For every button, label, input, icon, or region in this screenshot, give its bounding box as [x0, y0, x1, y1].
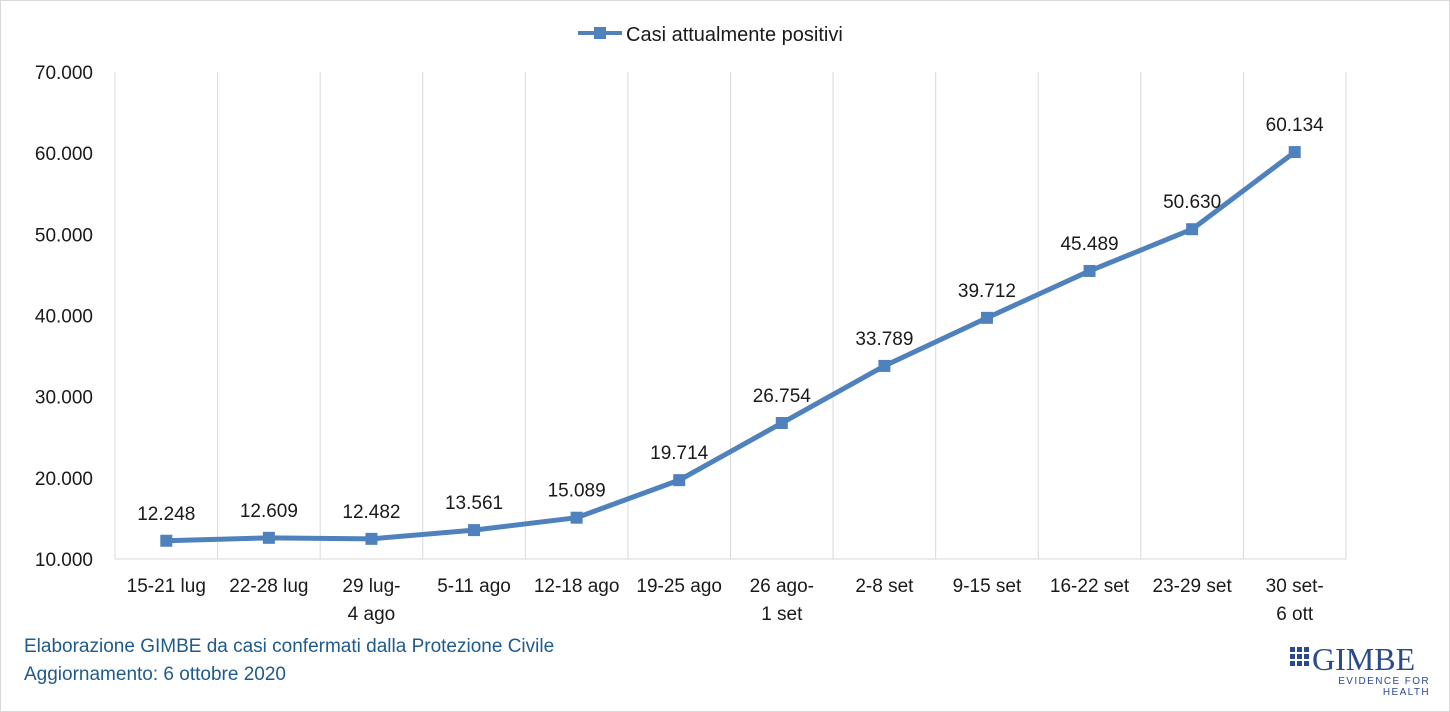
y-tick-label: 70.000 [35, 63, 93, 84]
data-point-marker [262, 531, 275, 544]
data-point-marker [1186, 223, 1199, 236]
data-label: 26.754 [753, 386, 812, 407]
gimbe-logo: GIMBE EVIDENCE FOR HEALTH [1288, 641, 1430, 698]
data-labels: 12.248 12.609 12.482 13.561 15.089 19.714 26.7… [137, 115, 1324, 525]
legend-marker-swatch [594, 27, 606, 39]
x-tick-label: 6 ott [1276, 604, 1314, 625]
legend-label: Casi attualmente positivi [626, 24, 843, 46]
footer-update: Aggiornamento: 6 ottobre 2020 [24, 664, 286, 685]
data-label: 13.561 [445, 493, 503, 514]
data-label: 50.630 [1163, 192, 1221, 213]
series-layer [160, 146, 1301, 547]
chart-footer: Elaborazione GIMBE da casi confermati da… [24, 633, 554, 689]
series-line [163, 149, 1298, 544]
logo-wordmark: GIMBE [1312, 641, 1416, 677]
data-label: 12.248 [137, 504, 195, 525]
logo-grid-icon [1290, 647, 1309, 666]
x-tick-label: 12-18 ago [534, 576, 620, 597]
data-label: 33.789 [855, 329, 913, 350]
x-tick-label: 16-22 set [1050, 576, 1130, 597]
x-tick-label: 26 ago- [750, 576, 814, 597]
data-point-marker [775, 417, 788, 430]
y-axis: 10.000 20.000 30.000 40.000 50.000 60.000 70.0… [35, 63, 93, 571]
data-point-marker [365, 532, 378, 545]
footer-source: Elaborazione GIMBE da casi confermati da… [24, 636, 555, 657]
y-tick-label: 10.000 [35, 550, 93, 571]
chart-legend: Casi attualmente positivi [578, 24, 843, 46]
data-label: 45.489 [1060, 234, 1118, 255]
data-point-marker [1288, 146, 1301, 159]
x-tick-label: 9-15 set [953, 576, 1022, 597]
data-point-marker [980, 311, 993, 324]
x-tick-label: 2-8 set [855, 576, 914, 597]
y-tick-label: 30.000 [35, 388, 93, 409]
chart-grid [114, 72, 1347, 560]
data-label: 15.089 [548, 481, 606, 502]
data-label: 12.609 [240, 501, 298, 522]
data-label: 19.714 [650, 443, 709, 464]
logo-tagline: EVIDENCE FOR HEALTH [1338, 676, 1430, 698]
x-tick-label: 22-28 lug [229, 576, 308, 597]
y-tick-label: 50.000 [35, 225, 93, 246]
x-tick-label: 23-29 set [1153, 576, 1233, 597]
data-label: 12.482 [342, 502, 400, 523]
x-axis: 15-21 lug 22-28 lug 29 lug- 4 ago 5-11 ago 12… [127, 576, 1324, 625]
data-point-marker [468, 524, 481, 537]
x-tick-label: 29 lug- [342, 576, 400, 597]
data-point-marker [160, 534, 173, 547]
data-point-marker [878, 359, 891, 372]
x-tick-label: 15-21 lug [127, 576, 206, 597]
x-tick-label: 5-11 ago [437, 576, 511, 597]
data-label: 39.712 [958, 281, 1016, 302]
data-point-marker [570, 511, 583, 524]
x-tick-label: 30 set- [1266, 576, 1324, 597]
x-tick-label: 4 ago [348, 604, 396, 625]
x-tick-label: 19-25 ago [636, 576, 722, 597]
y-tick-label: 40.000 [35, 307, 93, 328]
data-point-marker [673, 474, 686, 487]
data-point-marker [1083, 264, 1096, 277]
y-tick-label: 60.000 [35, 144, 93, 165]
data-label: 60.134 [1266, 115, 1325, 136]
x-tick-label: 1 set [761, 604, 803, 625]
y-tick-label: 20.000 [35, 469, 93, 490]
